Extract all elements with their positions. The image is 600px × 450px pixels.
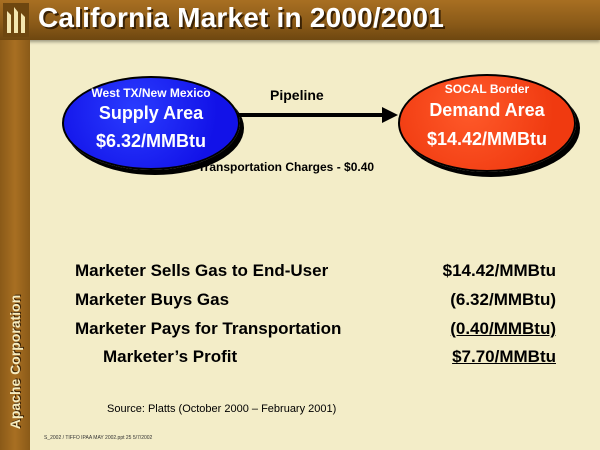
- pipeline-label: Pipeline: [270, 87, 324, 103]
- demand-area-label: Demand Area: [429, 100, 545, 120]
- page-title: California Market in 2000/2001: [38, 2, 444, 33]
- breakdown-label-transport: Marketer Pays for Transportation: [75, 319, 342, 338]
- title-bar: California Market in 2000/2001: [0, 0, 600, 40]
- supply-area-label: Supply Area: [98, 103, 204, 123]
- transportation-charges: Transportation Charges - $0.40: [198, 160, 375, 174]
- supply-price: $6.32/MMBtu: [95, 131, 207, 151]
- breakdown-label-profit: Marketer’s Profit: [103, 347, 238, 366]
- demand-area-ellipse: SOCAL Border Demand Area $14.42/MMBtu: [398, 74, 576, 172]
- footer-note: S_2002 / TIFFO IPAA MAY 2002.ppt 25 5/7/…: [44, 435, 153, 441]
- demand-region: SOCAL Border: [444, 82, 530, 96]
- breakdown-label-buys: Marketer Buys Gas: [75, 290, 230, 309]
- company-label-text: Apache Corporation: [7, 294, 23, 430]
- pipeline-arrow-icon: [238, 107, 398, 123]
- source-note: Source: Platts (October 2000 – February …: [107, 403, 337, 415]
- supply-area-ellipse: West TX/New Mexico Supply Area $6.32/MMB…: [62, 76, 240, 170]
- supply-region: West TX/New Mexico: [91, 86, 211, 100]
- breakdown-value-sells: $14.42/MMBtu: [442, 261, 556, 280]
- demand-price: $14.42/MMBtu: [426, 129, 548, 149]
- breakdown-value-profit: $7.70/MMBtu: [452, 347, 556, 366]
- breakdown-label-sells: Marketer Sells Gas to End-User: [75, 261, 329, 280]
- breakdown-value-buys: (6.32/MMBtu): [450, 290, 556, 309]
- sidebar: [0, 40, 30, 450]
- breakdown-value-transport: (0.40/MMBtu): [450, 319, 556, 338]
- apache-logo-icon: [3, 3, 29, 37]
